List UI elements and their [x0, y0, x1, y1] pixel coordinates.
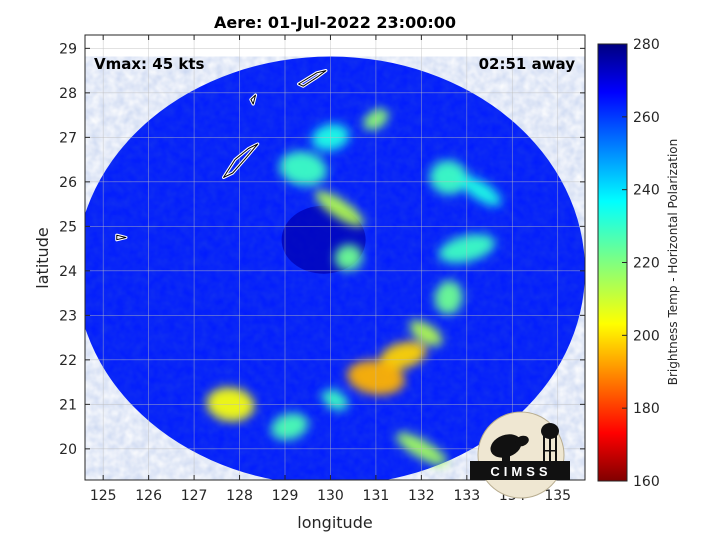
- colorbar-tick-label: 200: [633, 328, 660, 344]
- rainband-cell: [334, 244, 363, 271]
- rainband-cell: [459, 175, 502, 206]
- colorbar-tick-label: 160: [633, 474, 660, 490]
- x-tick-label: 129: [272, 488, 299, 504]
- island-outline: [116, 234, 127, 241]
- x-axis-label: longitude: [297, 513, 372, 532]
- y-tick-label: 21: [59, 397, 77, 413]
- y-tick-label: 25: [59, 219, 77, 235]
- y-tick-label: 20: [59, 442, 77, 458]
- colorbar-tick-label: 240: [633, 183, 660, 199]
- chart-title: Aere: 01-Jul-2022 23:00:00: [214, 13, 456, 32]
- y-tick-label: 27: [59, 130, 77, 146]
- rainband-cell: [379, 341, 427, 370]
- x-tick-label: 131: [363, 488, 390, 504]
- cimss-logo-text: CIMSS: [490, 464, 551, 479]
- time-away-annotation: 02:51 away: [479, 55, 576, 73]
- x-tick-label: 130: [317, 488, 344, 504]
- x-tick-label: 128: [226, 488, 253, 504]
- plot-frame: [84, 34, 586, 481]
- rainband-cell: [434, 280, 463, 315]
- y-tick-label: 26: [59, 175, 77, 191]
- cimss-logo: CIMSS: [470, 411, 570, 499]
- water-tower-icon: [541, 423, 559, 468]
- rainband-cell: [409, 320, 443, 346]
- grid-layer: [85, 35, 585, 480]
- island-outline: [250, 94, 256, 105]
- colorbar-tick-label: 220: [633, 256, 660, 272]
- x-tick-label: 125: [90, 488, 117, 504]
- y-tick-label: 28: [59, 86, 77, 102]
- y-axis: 20 21 22 23 24 25 26 27 28 29: [59, 41, 585, 458]
- colorbar-tick-label: 280: [633, 37, 660, 53]
- swath-layer: [85, 56, 585, 480]
- colorbar-ticks: 160 180 200 220 240 260 280: [622, 37, 660, 490]
- vmax-annotation: Vmax: 45 kts: [94, 55, 204, 73]
- rainband-cell: [279, 151, 327, 186]
- colorbar-label: Brightness Temp - Horizontal Polarizatio…: [666, 139, 680, 386]
- x-tick-label: 132: [408, 488, 435, 504]
- y-tick-label: 22: [59, 353, 77, 369]
- y-tick-label: 29: [59, 41, 77, 57]
- x-tick-label: 135: [544, 488, 571, 504]
- x-tick-label: 133: [453, 488, 480, 504]
- island-outline: [298, 70, 327, 87]
- colorbar-tick-label: 260: [633, 110, 660, 126]
- rainband-cell: [322, 389, 348, 411]
- rainband-cell: [314, 190, 365, 227]
- radar-dish-icon: [490, 434, 529, 468]
- island-layer: [115, 69, 328, 242]
- colorbar-tick-label: 180: [633, 401, 660, 417]
- island-outline: [223, 143, 259, 178]
- rainband-cell: [429, 160, 468, 195]
- x-tick-label: 126: [135, 488, 162, 504]
- x-tick-label: 127: [181, 488, 208, 504]
- rainband-cell: [270, 413, 309, 441]
- cimss-logo-band: [470, 461, 570, 480]
- y-tick-label: 24: [59, 264, 77, 280]
- y-axis-label: latitude: [33, 227, 52, 288]
- y-tick-label: 23: [59, 308, 77, 324]
